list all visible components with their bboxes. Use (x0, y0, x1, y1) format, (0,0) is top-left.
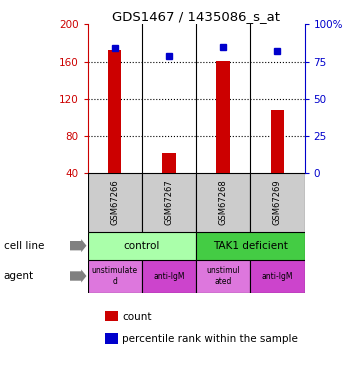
Bar (88, 260, 142, 292)
Text: percentile rank within the sample: percentile rank within the sample (122, 334, 298, 344)
Bar (142, 173, 196, 232)
Bar (196, 232, 304, 260)
Text: control: control (124, 241, 160, 250)
Text: count: count (122, 312, 152, 322)
Bar (142, 260, 196, 292)
Text: cell line: cell line (4, 241, 44, 250)
Bar (196, 173, 250, 232)
Bar (162, 153, 176, 173)
Title: GDS1467 / 1435086_s_at: GDS1467 / 1435086_s_at (112, 10, 280, 23)
Bar (88, 232, 196, 260)
Bar (250, 173, 304, 232)
Text: TAK1 deficient: TAK1 deficient (213, 241, 288, 250)
Text: anti-IgM: anti-IgM (262, 272, 293, 280)
Text: GSM67269: GSM67269 (273, 180, 282, 225)
Text: GSM67267: GSM67267 (164, 180, 173, 225)
Bar (250, 260, 304, 292)
Text: agent: agent (4, 271, 34, 281)
Bar (108, 51, 121, 173)
Bar (216, 61, 230, 173)
Text: GSM67268: GSM67268 (219, 180, 228, 225)
Text: unstimul
ated: unstimul ated (206, 266, 240, 286)
Bar (196, 260, 250, 292)
Text: anti-IgM: anti-IgM (153, 272, 185, 280)
Bar (271, 110, 284, 173)
Text: GSM67266: GSM67266 (110, 180, 119, 225)
Text: unstimulate
d: unstimulate d (92, 266, 138, 286)
Bar (88, 173, 142, 232)
